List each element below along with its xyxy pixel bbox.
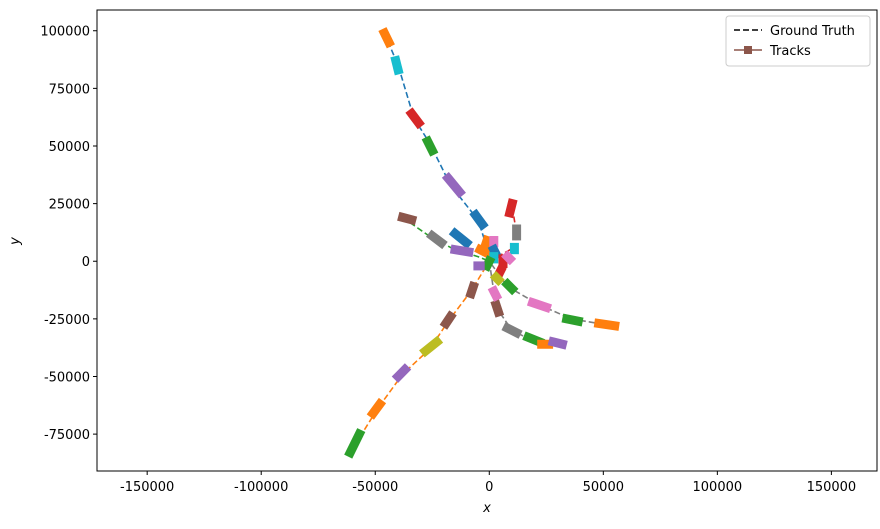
track — [391, 363, 412, 383]
y-axis-label: y — [8, 237, 23, 246]
track — [501, 322, 523, 339]
track — [397, 211, 418, 226]
track — [487, 285, 503, 302]
track — [501, 277, 519, 296]
y-tick-label: 75000 — [49, 82, 90, 97]
track — [390, 55, 404, 76]
track — [501, 250, 517, 266]
ground-truth-line — [488, 260, 613, 327]
y-tick-label: -50000 — [44, 370, 90, 385]
track — [465, 280, 479, 300]
x-tick-label: 150000 — [807, 480, 857, 495]
y-tick-label: 0 — [82, 255, 90, 270]
track — [421, 135, 439, 157]
x-axis-label: x — [482, 501, 491, 516]
plot-area — [344, 27, 620, 459]
axes-frame — [96, 9, 878, 472]
track — [378, 27, 395, 49]
x-tick-label: 100000 — [693, 480, 743, 495]
track — [526, 297, 552, 313]
track — [480, 255, 496, 272]
track — [490, 299, 505, 318]
track — [449, 244, 474, 258]
x-tick-label: -50000 — [352, 480, 398, 495]
y-tick-label: -75000 — [44, 428, 90, 443]
track — [419, 335, 444, 358]
x-tick-label: 50000 — [583, 480, 624, 495]
ground-truth-line — [488, 205, 518, 262]
x-tick-label: -150000 — [120, 480, 174, 495]
track — [448, 227, 473, 250]
track — [547, 336, 568, 350]
track — [439, 310, 457, 330]
y-tick-label: 50000 — [49, 140, 90, 155]
legend-box — [725, 15, 871, 67]
track — [425, 229, 448, 250]
x-tick-label: -100000 — [234, 480, 288, 495]
track — [489, 271, 505, 287]
ground-truth-line — [402, 216, 490, 262]
legend-label: Ground Truth — [770, 24, 855, 39]
legend-label: Tracks — [769, 44, 811, 59]
track — [366, 397, 387, 420]
y-tick-label: -25000 — [44, 313, 90, 328]
track — [479, 234, 493, 254]
legend-marker — [744, 46, 752, 54]
x-tick-label: 0 — [485, 480, 493, 495]
track — [441, 171, 466, 199]
track — [561, 313, 584, 327]
track — [469, 208, 489, 231]
track — [504, 198, 518, 219]
track — [593, 318, 620, 331]
track — [344, 428, 366, 459]
y-tick-label: 100000 — [40, 25, 90, 40]
track — [405, 107, 425, 130]
y-tick-label: 25000 — [49, 198, 90, 213]
